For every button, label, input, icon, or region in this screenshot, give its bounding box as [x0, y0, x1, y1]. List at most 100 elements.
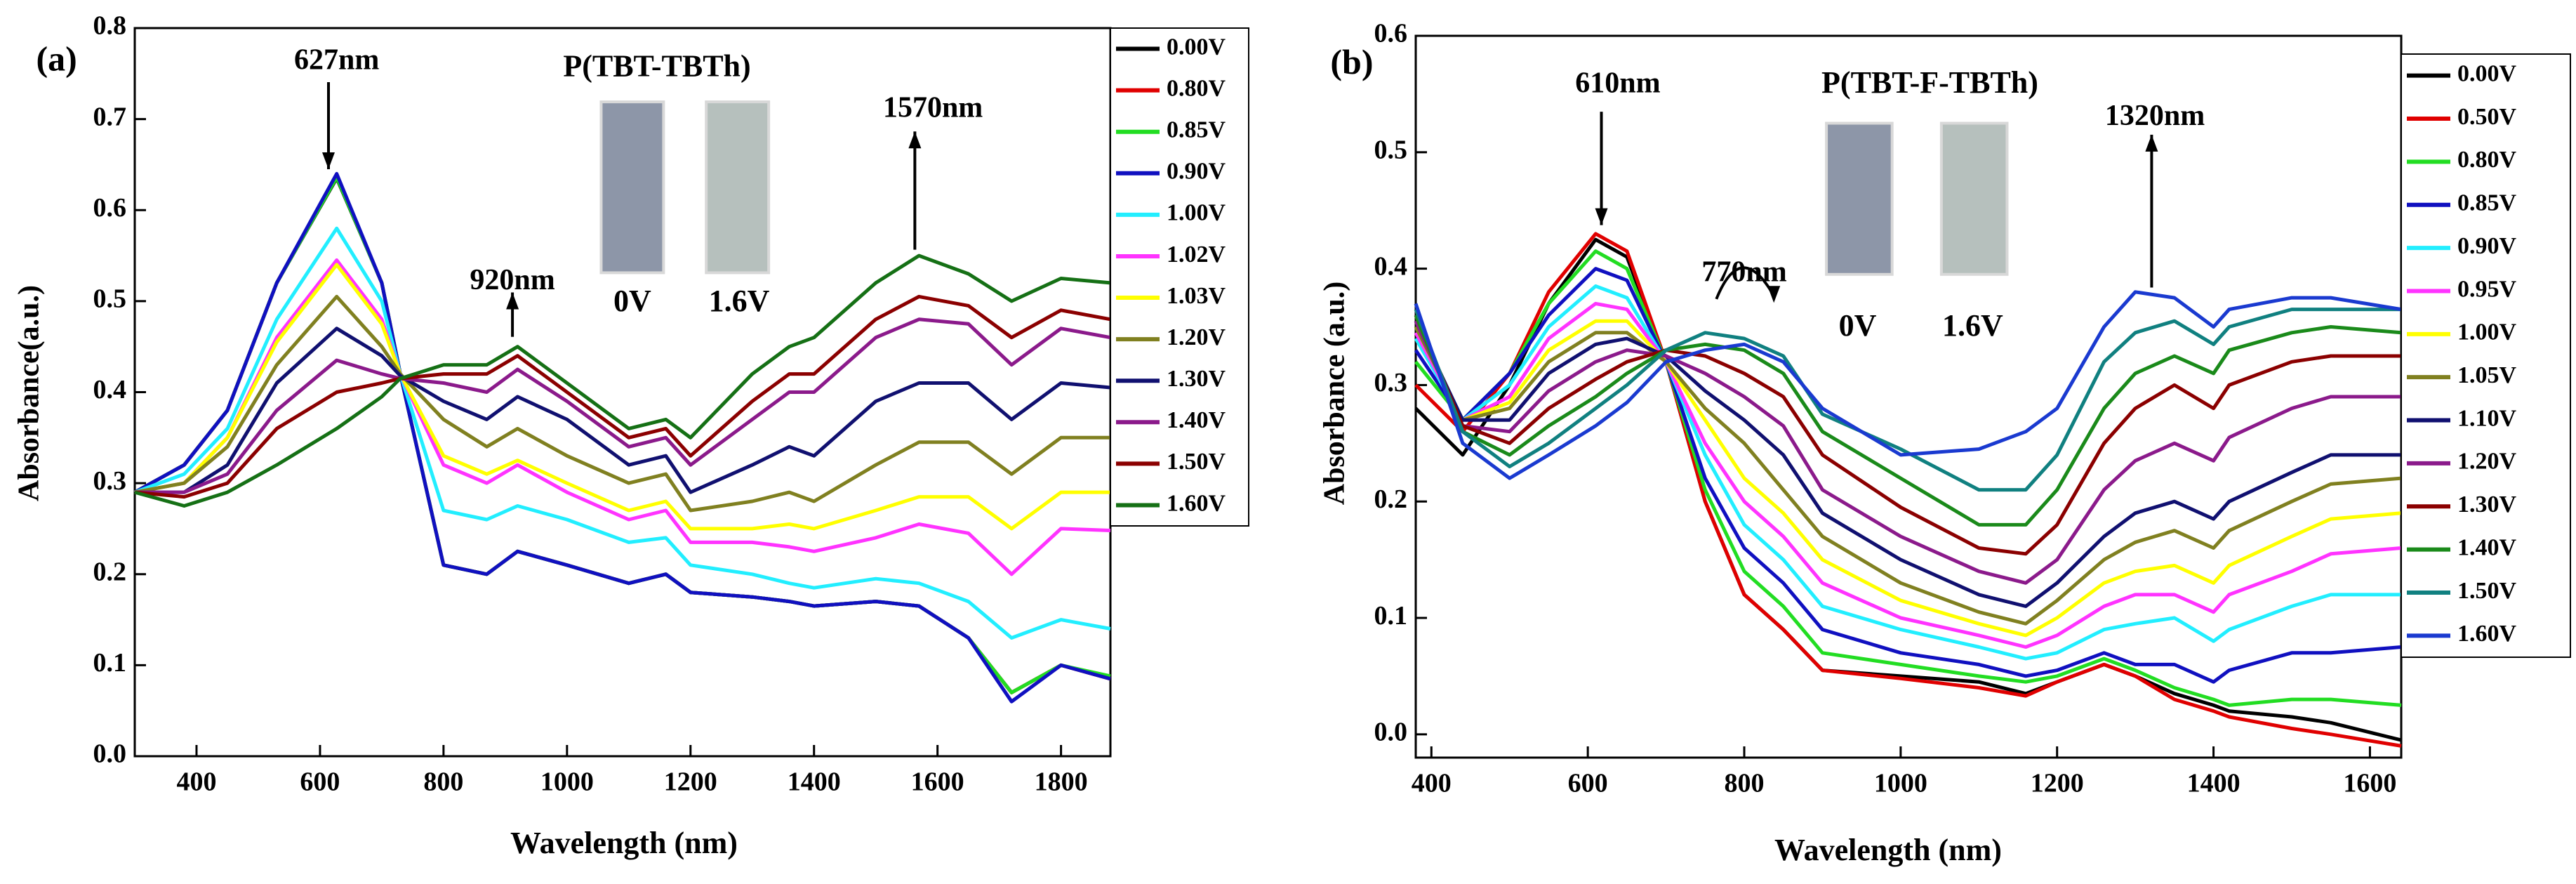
y-tick-label: 0.7 [93, 102, 127, 131]
arrow-head [2145, 134, 2158, 152]
legend-label: 1.00V [2457, 319, 2517, 345]
spectrum-line [134, 294, 1110, 513]
x-tick-label: 1600 [2343, 769, 2396, 798]
x-tick-label: 1200 [2031, 769, 2084, 798]
y-tick-label: 0.0 [93, 739, 127, 769]
peak-annotation: 1320nm [2105, 100, 2205, 132]
film-photo [705, 100, 771, 275]
x-tick-label: 400 [176, 767, 216, 797]
legend-box [1110, 27, 1249, 527]
y-tick-label: 0.4 [93, 375, 127, 404]
arrow-head [908, 131, 922, 149]
curved-arrow [1715, 266, 1775, 300]
peak-annotation: 920nm [470, 264, 555, 296]
y-tick-label: 0.4 [1374, 251, 1408, 281]
x-tick-label: 1000 [1874, 769, 1927, 798]
y-axis-title: Absorbance (a.u.) [1319, 282, 1351, 506]
x-tick-label: 1800 [1035, 767, 1088, 797]
x-tick-label: 1200 [664, 767, 717, 797]
film-label: 0V [613, 284, 651, 318]
x-tick-label: 800 [423, 767, 463, 797]
chart-title: P(TBT-F-TBTh) [1821, 65, 2038, 100]
x-axis-title: Wavelength (nm) [1774, 833, 2002, 867]
legend-label: 0.90V [2457, 233, 2517, 259]
x-tick-label: 800 [1725, 769, 1765, 798]
spectrum-line [1414, 314, 2402, 527]
spectrum-line [1414, 284, 2401, 661]
y-axis-title: Absorbance(a.u.) [13, 285, 46, 501]
peak-annotation: 627nm [294, 44, 379, 77]
y-tick-label: 0.1 [93, 648, 127, 678]
spectrum-line [1414, 267, 2402, 684]
arrow-head [322, 152, 335, 170]
x-tick-label: 600 [300, 767, 340, 797]
y-tick-label: 0.2 [93, 557, 127, 586]
legend-label: 1.05V [2457, 362, 2517, 388]
legend-label: 0.00V [1167, 34, 1226, 60]
spectrum-line [1414, 314, 2401, 556]
x-tick-label: 400 [1412, 769, 1452, 798]
legend-box [2401, 53, 2571, 658]
panel-label: (a) [36, 39, 77, 78]
y-tick-label: 0.3 [93, 466, 127, 496]
legend-label: 0.95V [2457, 276, 2517, 302]
y-tick-label: 0.1 [1374, 601, 1408, 631]
y-tick-label: 0.6 [1374, 19, 1408, 48]
y-tick-label: 0.5 [93, 284, 127, 314]
legend-label: 1.00V [1167, 200, 1226, 226]
y-tick-label: 0.5 [1374, 136, 1408, 165]
spectrum-line [135, 317, 1111, 494]
peak-annotation: 770nm [1701, 256, 1786, 288]
legend-label: 1.60V [2457, 621, 2517, 647]
y-tick-label: 0.0 [1374, 718, 1408, 747]
spectrum-line [134, 258, 1111, 576]
legend-label: 1.03V [1167, 283, 1226, 309]
spectrum-line [1414, 320, 2401, 585]
legend-label: 0.50V [2457, 104, 2517, 130]
spectrum-line [134, 253, 1111, 508]
x-tick-label: 1000 [540, 767, 594, 797]
legend-label: 1.30V [1167, 366, 1226, 392]
x-tick-label: 1400 [2187, 769, 2240, 798]
film-label: 0V [1839, 308, 1877, 343]
arrow-head [1595, 208, 1608, 225]
spectrum-line [1414, 319, 2402, 638]
spectrum-line [1414, 290, 2402, 480]
spectrum-line [134, 226, 1111, 640]
legend-label: 0.90V [1167, 159, 1226, 185]
film-photo [599, 100, 665, 275]
legend-label: 0.80V [1167, 75, 1226, 101]
panel-label: (b) [1330, 42, 1373, 81]
spectrum-line [1414, 232, 2402, 748]
legend-label: 1.10V [2457, 405, 2517, 431]
legend-label: 1.40V [1167, 407, 1226, 433]
plot-frame [1414, 34, 2403, 759]
x-tick-label: 1400 [788, 767, 841, 797]
legend-label: 1.30V [2457, 492, 2517, 517]
film-label: 1.6V [1942, 308, 2003, 343]
spectrum-line [1414, 308, 2401, 492]
spectrum-line [1414, 301, 2402, 649]
x-axis-title: Wavelength (nm) [510, 826, 738, 860]
spectrum-line [1414, 326, 2402, 626]
legend-label: 1.02V [1167, 242, 1226, 268]
legend-label: 0.80V [2457, 147, 2517, 173]
spectrum-line [1414, 237, 2402, 742]
legend-label: 1.40V [2457, 534, 2517, 560]
y-tick-label: 0.8 [93, 11, 127, 41]
spectrum-line [133, 171, 1111, 704]
legend-label: 1.20V [1167, 324, 1226, 350]
film-photo [1939, 121, 2009, 276]
spectrum-line [134, 263, 1110, 531]
chart-title: P(TBT-TBTh) [563, 48, 750, 83]
legend-label: 1.50V [1167, 449, 1226, 475]
spectrum-line [1414, 320, 2401, 608]
x-tick-label: 600 [1568, 769, 1608, 798]
film-photo [1825, 121, 1894, 276]
legend-label: 1.50V [2457, 578, 2517, 604]
peak-annotation: 610nm [1575, 67, 1660, 99]
legend-label: 0.85V [2457, 190, 2517, 216]
legend-label: 0.85V [1167, 117, 1226, 143]
